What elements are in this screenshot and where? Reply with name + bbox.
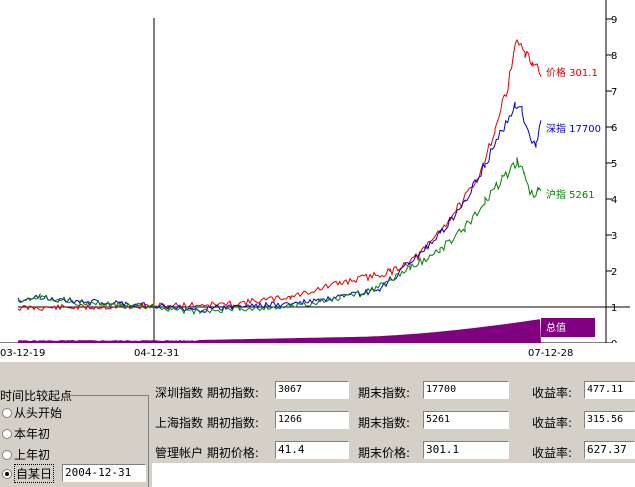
shanghai-series-label: 沪指 5261 [546,188,595,201]
row-name-shanghai: 上海指数 期初指数: [155,416,259,430]
shenzhen-yield-label: 收益率: [532,386,573,400]
account-start-value[interactable]: 41.4 [275,441,349,459]
row-name-shenzhen: 深圳指数 期初指数: [155,386,259,400]
right-axis-tick-label: 4 [611,195,617,206]
right-axis-tick-label: 9 [611,15,617,26]
total-value-area [18,319,541,343]
price-line [17,39,542,312]
right-axis-tick-label: 2 [611,267,617,278]
shenzhen-end-label: 期末指数: [358,386,411,400]
account-end-label: 期末价格: [358,446,411,460]
right-axis-tick-label: 6 [611,123,617,134]
time-group-title: 时间比较起点 [0,389,73,403]
date-input[interactable]: 2004-12-31 [62,464,146,482]
right-axis-tick-label: 1 [611,303,617,314]
radio-label: 上年初 [14,448,51,462]
total-label-bg [541,318,595,337]
radio-last-year[interactable]: 上年初 [2,446,50,463]
radio-year-start[interactable]: 本年初 [2,425,50,442]
shenzhen-yield-value[interactable]: 477.11 [584,381,635,399]
radio-label: 本年初 [14,427,51,441]
x-label-mid: 04-12-31 [134,348,180,359]
shanghai-end-label: 期末指数: [358,416,411,430]
radio-label: 从头开始 [14,406,63,420]
shanghai-start-value[interactable]: 1266 [275,411,349,429]
row-name-account: 管理帐户 期初价格: [155,446,259,460]
total-series-label: 总值 [546,321,566,334]
radio-label: 自某日 [14,464,55,483]
radio-from-start[interactable]: 从头开始 [2,404,62,421]
shanghai-end-value[interactable]: 5261 [423,411,509,429]
account-yield-label: 收益率: [532,446,573,460]
shenzhen-end-value[interactable]: 17700 [423,381,509,399]
radio-custom-date[interactable]: 自某日 [2,464,55,483]
shanghai-yield-value[interactable]: 315.56 [584,411,635,429]
account-end-value[interactable]: 301.1 [423,441,509,459]
right-axis-tick-label: 8 [611,51,617,62]
price-chart: 0123456789 价格 301.1 深指 17700 沪指 5261 总值 [0,0,630,350]
x-label-end: 07-12-28 [528,348,574,359]
radio-dot[interactable] [2,407,12,418]
right-axis-tick-label: 7 [611,87,617,98]
x-label-row: 03-12-19 04-12-31 07-12-28 [0,348,635,362]
x-label-start: 03-12-19 [0,348,46,359]
blank-panel [152,463,635,487]
account-yield-value[interactable]: 627.37 [584,441,635,459]
shanghai-yield-label: 收益率: [532,416,573,430]
right-axis-tick-label: 5 [611,159,617,170]
shanghai-line [17,157,542,316]
chart-area: 0123456789 价格 301.1 深指 17700 沪指 5261 总值 [0,0,635,350]
right-axis-tick-label: 3 [611,231,617,242]
radio-dot[interactable] [2,449,12,460]
shenzhen-start-value[interactable]: 3067 [275,381,349,399]
price-series-label: 价格 301.1 [546,66,598,79]
radio-dot[interactable] [2,428,12,439]
radio-dot-selected[interactable] [2,468,12,479]
shenzhen-series-label: 深指 17700 [546,122,601,135]
